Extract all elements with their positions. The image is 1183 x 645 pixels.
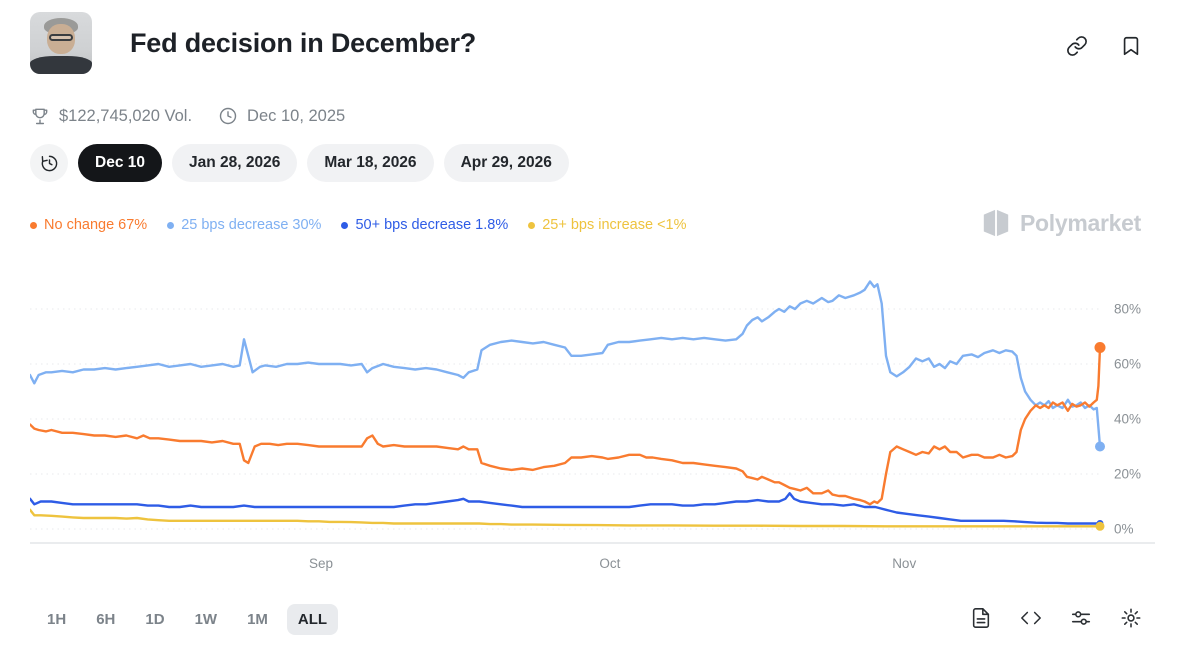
chart-settings-button[interactable]: [1069, 606, 1093, 630]
timeframe-all[interactable]: ALL: [286, 604, 339, 635]
svg-text:40%: 40%: [1114, 412, 1141, 427]
legend-label: 25+ bps increase <1%: [542, 217, 687, 233]
embed-button[interactable]: [1019, 606, 1043, 630]
timeframe-1d[interactable]: 1D: [134, 604, 175, 635]
legend-dot: [528, 221, 536, 229]
svg-text:60%: 60%: [1114, 357, 1141, 372]
svg-text:Sep: Sep: [309, 556, 333, 571]
market-stats: $122,745,020 Vol. Dec 10, 2025: [30, 106, 345, 126]
legend-dot: [30, 221, 37, 229]
timeframe-1m[interactable]: 1M: [236, 604, 279, 635]
probability-chart[interactable]: 0% 20% 40% 60% 80% Sep Oct Nov: [30, 256, 1160, 586]
legend-label: No change 67%: [44, 217, 148, 233]
svg-text:20%: 20%: [1114, 467, 1141, 482]
watermark-label: Polymarket: [1019, 209, 1141, 236]
legend-dot: [341, 221, 349, 229]
timeframe-selector: 1H 6H 1D 1W 1M ALL: [36, 604, 339, 635]
svg-text:Oct: Oct: [599, 556, 620, 571]
news-button[interactable]: [969, 606, 993, 630]
timeframe-1h[interactable]: 1H: [36, 604, 77, 635]
clock-icon: [219, 107, 237, 125]
tab-jan-28-2026[interactable]: Jan 28, 2026: [171, 144, 298, 182]
legend-item-25bps-decrease: 25 bps decrease 30%: [167, 217, 321, 233]
market-header: Fed decision in December?: [30, 12, 476, 74]
timeframe-6h[interactable]: 6H: [85, 604, 126, 635]
timeframe-1w[interactable]: 1W: [184, 604, 229, 635]
volume-value: $122,745,020 Vol.: [59, 106, 193, 125]
legend-dot: [167, 221, 175, 229]
market-avatar-image: [30, 12, 92, 74]
tab-apr-29-2026[interactable]: Apr 29, 2026: [443, 144, 569, 182]
polymarket-watermark: Polymarket: [981, 208, 1141, 238]
copy-link-button[interactable]: [1065, 34, 1089, 58]
legend-item-no-change: No change 67%: [30, 217, 147, 233]
bookmark-icon: [1123, 36, 1139, 56]
history-clock-icon: [41, 155, 57, 171]
legend-label: 25 bps decrease 30%: [181, 217, 322, 233]
trophy-icon: [32, 108, 48, 125]
polymarket-logo-icon: [983, 209, 1009, 237]
svg-text:Nov: Nov: [892, 556, 916, 571]
date-tabs: Dec 10 Jan 28, 2026 Mar 18, 2026 Apr 29,…: [30, 144, 569, 182]
svg-text:80%: 80%: [1114, 302, 1141, 317]
tab-dec-10[interactable]: Dec 10: [78, 144, 162, 182]
chart-tools: [969, 606, 1143, 630]
avatar-art: [49, 34, 73, 41]
chart-legend: No change 67% 25 bps decrease 30% 50+ bp…: [30, 217, 687, 233]
gear-icon: [1121, 608, 1141, 628]
page-title: Fed decision in December?: [130, 27, 477, 58]
sliders-icon: [1071, 611, 1091, 625]
legend-item-50bps-decrease: 50+ bps decrease 1.8%: [341, 217, 508, 233]
legend-label: 50+ bps decrease 1.8%: [355, 217, 509, 233]
tab-mar-18-2026[interactable]: Mar 18, 2026: [307, 144, 434, 182]
history-button[interactable]: [30, 144, 68, 182]
svg-text:0%: 0%: [1114, 522, 1134, 537]
legend-item-25bps-increase: 25+ bps increase <1%: [528, 217, 687, 233]
avatar-art: [30, 56, 92, 74]
volume-stat: $122,745,020 Vol.: [30, 106, 192, 126]
news-icon: [972, 608, 990, 628]
end-date-value: Dec 10, 2025: [247, 106, 346, 125]
link-icon: [1067, 36, 1087, 56]
bookmark-button[interactable]: [1119, 34, 1143, 58]
settings-button[interactable]: [1119, 606, 1143, 630]
code-icon: [1021, 611, 1041, 625]
end-date-stat: Dec 10, 2025: [218, 106, 345, 126]
header-actions: [1065, 34, 1143, 58]
